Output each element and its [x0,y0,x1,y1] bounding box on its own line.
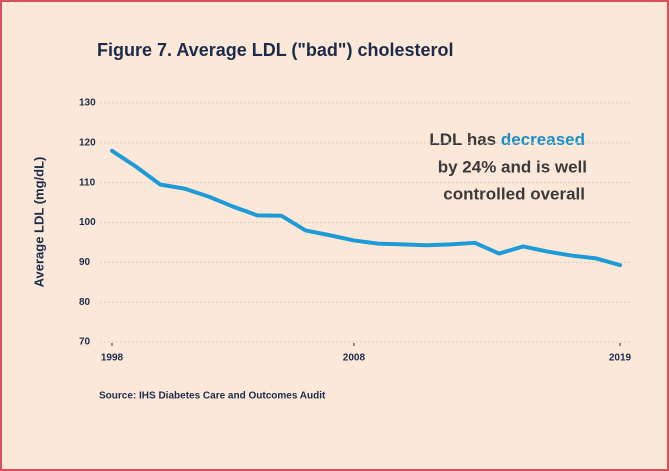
y-tick-label: 110 [79,177,96,188]
annotation-lead: LDL has [429,130,496,149]
annotation-line: LDL has decreased [429,130,585,149]
y-tick-label: 90 [79,257,91,268]
y-tick-label: 100 [79,217,96,228]
y-tick-label: 70 [79,337,91,348]
annotation: LDL has decreased by 24% and is well con… [429,130,587,203]
annotation-highlight: decreased [501,130,585,149]
x-tick-label: 2008 [343,353,366,364]
y-tick-label: 80 [79,297,91,308]
y-axis-label: Average LDL (mg/dL) [31,157,46,288]
annotation-line: controlled overall [443,184,585,203]
y-tick-label: 130 [79,98,96,109]
x-tick-label: 2019 [609,353,632,364]
chart-title: Figure 7. Average LDL ("bad") cholestero… [97,40,453,60]
source: Source: IHS Diabetes Care and Outcomes A… [99,391,326,402]
y-tick-label: 120 [79,137,96,148]
x-tick-label: 1998 [101,353,124,364]
annotation-line: by 24% and is well [438,157,587,176]
line [110,148,622,268]
